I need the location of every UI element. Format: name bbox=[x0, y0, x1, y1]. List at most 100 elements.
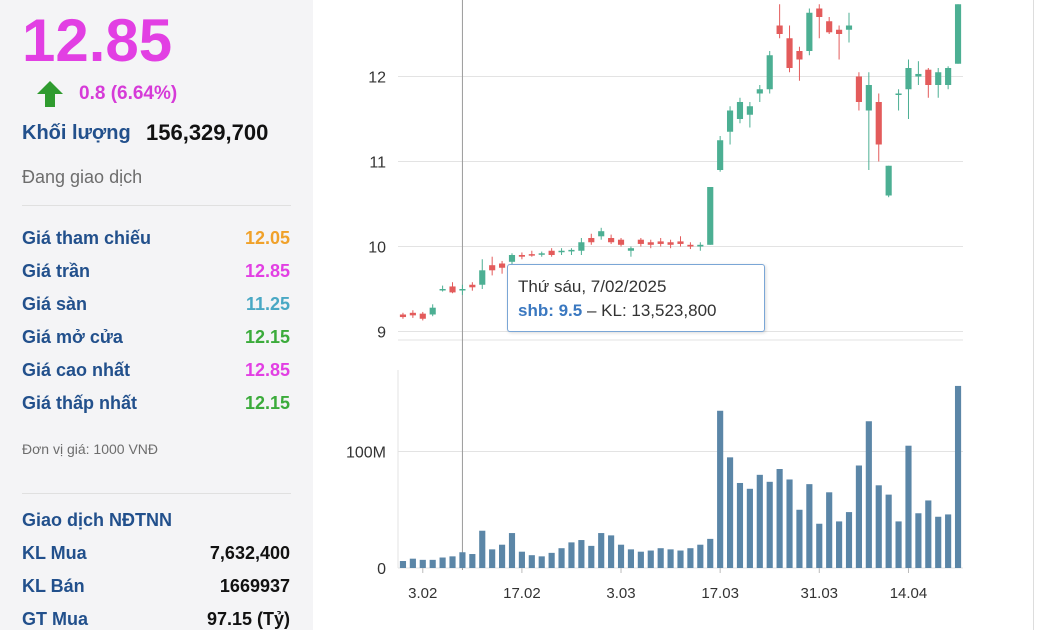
low-price-row: Giá thấp nhất 12.15 bbox=[22, 393, 290, 417]
volume-bar bbox=[667, 549, 674, 568]
volume-bar bbox=[875, 485, 882, 568]
volume-tick-label: 0 bbox=[377, 561, 386, 578]
x-tick-label: 17.02 bbox=[503, 585, 541, 602]
volume-bar bbox=[915, 513, 922, 568]
volume-bar bbox=[409, 558, 416, 568]
candle-body bbox=[449, 286, 456, 293]
candle-body bbox=[617, 239, 625, 245]
volume-bar bbox=[637, 551, 644, 568]
candle-body bbox=[469, 284, 476, 288]
candle-body bbox=[905, 68, 912, 90]
row-value: 1669937 bbox=[219, 576, 290, 596]
row-label: Giá thấp nhất bbox=[22, 393, 138, 413]
candle-body bbox=[538, 253, 545, 255]
volume-bar bbox=[449, 556, 456, 568]
candle-body bbox=[429, 307, 436, 315]
foreign-buy-volume-row: KL Mua 7,632,400 bbox=[22, 543, 290, 567]
volume-bar bbox=[806, 484, 813, 568]
volume-bar bbox=[647, 550, 654, 568]
x-tick-label: 17.03 bbox=[701, 585, 739, 602]
candle-body bbox=[707, 187, 714, 245]
volume-bar bbox=[588, 545, 595, 568]
volume-bar bbox=[796, 509, 803, 568]
candle-body bbox=[826, 21, 833, 33]
candle-body bbox=[717, 140, 724, 170]
row-value: 12.15 bbox=[244, 327, 290, 347]
row-value: 12.85 bbox=[244, 261, 290, 281]
row-label: KL Bán bbox=[22, 576, 85, 596]
price-tick-label: 12 bbox=[368, 70, 386, 87]
quote-panel: 12.85 0.8 (6.64%) Khối lượng 156,329,700… bbox=[0, 0, 313, 630]
candle-body bbox=[865, 85, 872, 111]
volume-bar bbox=[429, 559, 436, 568]
row-value: 97.15 (Tỷ) bbox=[206, 609, 290, 629]
candle-body bbox=[954, 4, 962, 64]
row-value: 11.25 bbox=[245, 294, 290, 314]
volume-bar bbox=[855, 465, 862, 568]
candle-body bbox=[736, 102, 744, 119]
volume-bar bbox=[865, 421, 872, 568]
row-label: Giá cao nhất bbox=[22, 360, 131, 380]
candle-body bbox=[637, 239, 644, 244]
candle-body bbox=[806, 12, 813, 51]
volume-bar bbox=[786, 479, 793, 568]
volume-bar bbox=[746, 488, 753, 568]
candle-body bbox=[409, 312, 416, 316]
volume-bar bbox=[925, 500, 932, 568]
candle-body bbox=[598, 231, 605, 237]
candle-body bbox=[925, 69, 932, 85]
candle-body bbox=[657, 241, 664, 244]
price-volume-chart[interactable]: 9 10 11 12 0 100M 3.02 17.02 3.03 17.03 31.03 14.04 bbox=[313, 0, 1033, 630]
candle-body bbox=[766, 55, 773, 90]
volume-bar bbox=[479, 530, 486, 568]
up-arrow-icon bbox=[37, 81, 63, 107]
trading-status: Đang giao dịch bbox=[22, 167, 143, 187]
candle-body bbox=[855, 76, 862, 102]
candle-body bbox=[568, 249, 575, 252]
foreign-buy-value-row: GT Mua 97.15 (Tỷ) bbox=[22, 609, 290, 630]
tooltip-volume: – KL: 13,523,800 bbox=[582, 301, 717, 320]
volume-bar bbox=[935, 516, 942, 568]
volume-bar bbox=[895, 521, 902, 568]
volume-bar bbox=[439, 557, 446, 568]
candle-body bbox=[459, 289, 466, 291]
high-price-row: Giá cao nhất 12.85 bbox=[22, 360, 290, 384]
candle-body bbox=[796, 51, 803, 60]
tooltip-values: shb: 9.5 – KL: 13,523,800 bbox=[518, 301, 716, 321]
volume-bar bbox=[717, 410, 724, 568]
current-price: 12.85 bbox=[22, 7, 173, 74]
divider bbox=[22, 493, 291, 494]
candle-body bbox=[489, 265, 496, 271]
candle-body bbox=[588, 238, 595, 243]
foreign-trading-title: Giao dịch NĐTNN bbox=[22, 510, 173, 530]
floor-price-row: Giá sàn 11.25 bbox=[22, 294, 290, 318]
row-value: 12.15 bbox=[244, 393, 290, 413]
candle-body bbox=[885, 165, 892, 196]
candle-body bbox=[845, 25, 853, 30]
reference-price-row: Giá tham chiếu 12.05 bbox=[22, 228, 290, 252]
volume-bar bbox=[816, 523, 823, 568]
volume-bar bbox=[568, 542, 575, 568]
candle-body bbox=[945, 68, 952, 85]
candle-body bbox=[836, 29, 843, 34]
x-tick-label: 3.02 bbox=[408, 585, 437, 602]
divider bbox=[22, 205, 291, 206]
volume-bar bbox=[617, 544, 625, 568]
volume-label: Khối lượng bbox=[22, 122, 131, 144]
ceiling-price-row: Giá trần 12.85 bbox=[22, 261, 290, 285]
volume-bar bbox=[657, 548, 664, 568]
volume-bar bbox=[469, 554, 476, 568]
candle-body bbox=[518, 255, 525, 257]
candle-body bbox=[479, 270, 486, 285]
candle-body bbox=[578, 242, 585, 251]
volume-bar bbox=[528, 555, 535, 568]
candle-body bbox=[697, 244, 704, 247]
row-label: Giá trần bbox=[22, 261, 91, 281]
candle-body bbox=[895, 93, 902, 95]
candle-body bbox=[508, 255, 516, 262]
tooltip-date: Thứ sáu, 7/02/2025 bbox=[518, 277, 667, 296]
candle-body bbox=[439, 289, 446, 291]
price-unit-note: Đơn vị giá: 1000 VNĐ bbox=[22, 441, 159, 457]
open-price-row: Giá mở cửa 12.15 bbox=[22, 327, 290, 351]
volume-bar bbox=[836, 521, 843, 568]
